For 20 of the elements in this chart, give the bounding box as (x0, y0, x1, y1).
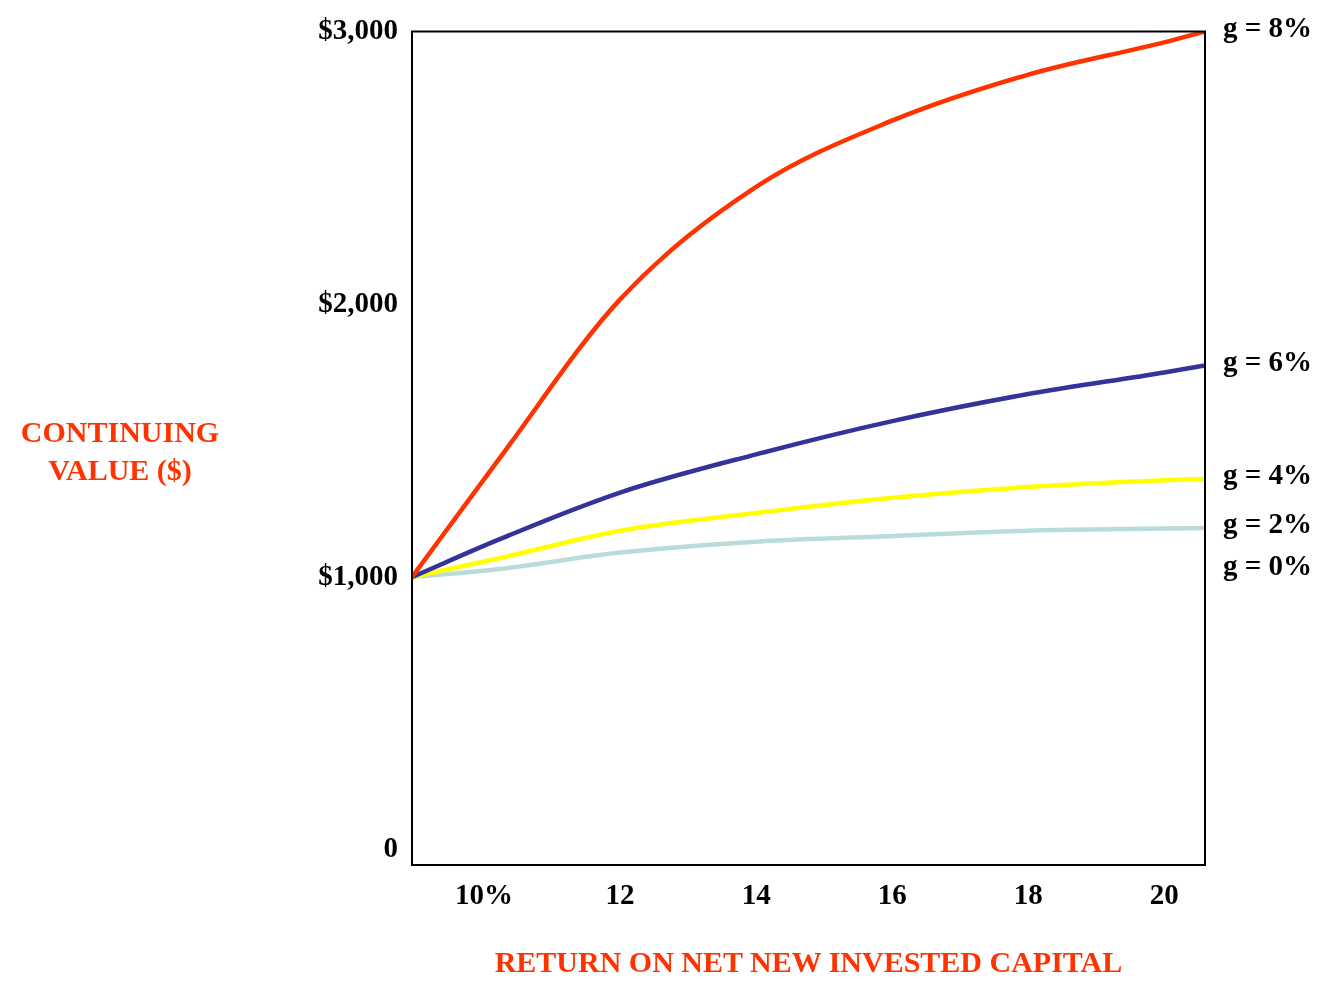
text: g = 0% (1223, 549, 1313, 582)
x-axis-title: RETURN ON NET NEW INVESTED CAPITAL (493, 945, 1124, 979)
x-tick-label: 12 (605, 877, 635, 910)
y-tick-label: $2,000 (318, 285, 398, 318)
series-label: g = 2% (1223, 507, 1313, 540)
x-tick-label: 20 (1149, 877, 1179, 910)
y-tick-label: 0 (383, 831, 398, 864)
series-label: g = 8% (1223, 10, 1313, 43)
line-series (412, 363, 1205, 580)
series-label: g = 4% (1223, 458, 1313, 491)
y-axis-title: CONTINUING VALUE ($) (19, 414, 221, 488)
x-tick-label: 18 (1013, 877, 1043, 910)
y-tick-label: $1,000 (318, 558, 398, 591)
line-series (412, 31, 1205, 580)
line-series (412, 476, 1205, 580)
y-tick-label: $3,000 (318, 12, 398, 45)
x-tick-label: 14 (741, 877, 771, 910)
x-tick-label: 16 (877, 877, 907, 910)
x-tick-label: 10% (455, 877, 514, 910)
series-label: g = 6% (1223, 344, 1313, 377)
